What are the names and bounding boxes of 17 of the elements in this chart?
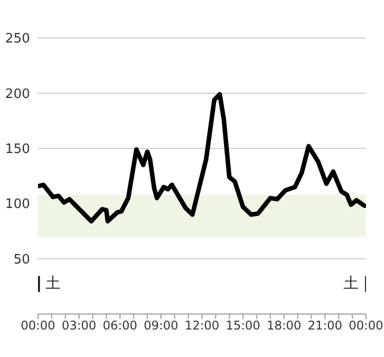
x-tick-label: 03:00 [62, 318, 96, 333]
y-tick-label: 200 [5, 86, 30, 102]
annotation: 土 [344, 274, 358, 293]
x-tick-label: 09:00 [144, 318, 178, 333]
x-tick-label: 00:00 [20, 318, 56, 333]
x-tick-label: 15:00 [226, 318, 260, 333]
x-tick-label: 12:00 [184, 318, 220, 333]
x-tick-label: 18:00 [266, 318, 302, 333]
line-series [38, 92, 366, 224]
y-tick-label: 50 [13, 252, 30, 268]
x-tick-label: 00:00 [348, 318, 384, 333]
x-tick-label: 06:00 [102, 318, 138, 333]
x-tick-label: 21:00 [308, 318, 342, 333]
annotation: 土 [46, 274, 60, 293]
y-tick-label: 150 [5, 142, 30, 158]
y-tick-label: 250 [5, 32, 30, 47]
y-tick-label: 100 [5, 197, 30, 212]
